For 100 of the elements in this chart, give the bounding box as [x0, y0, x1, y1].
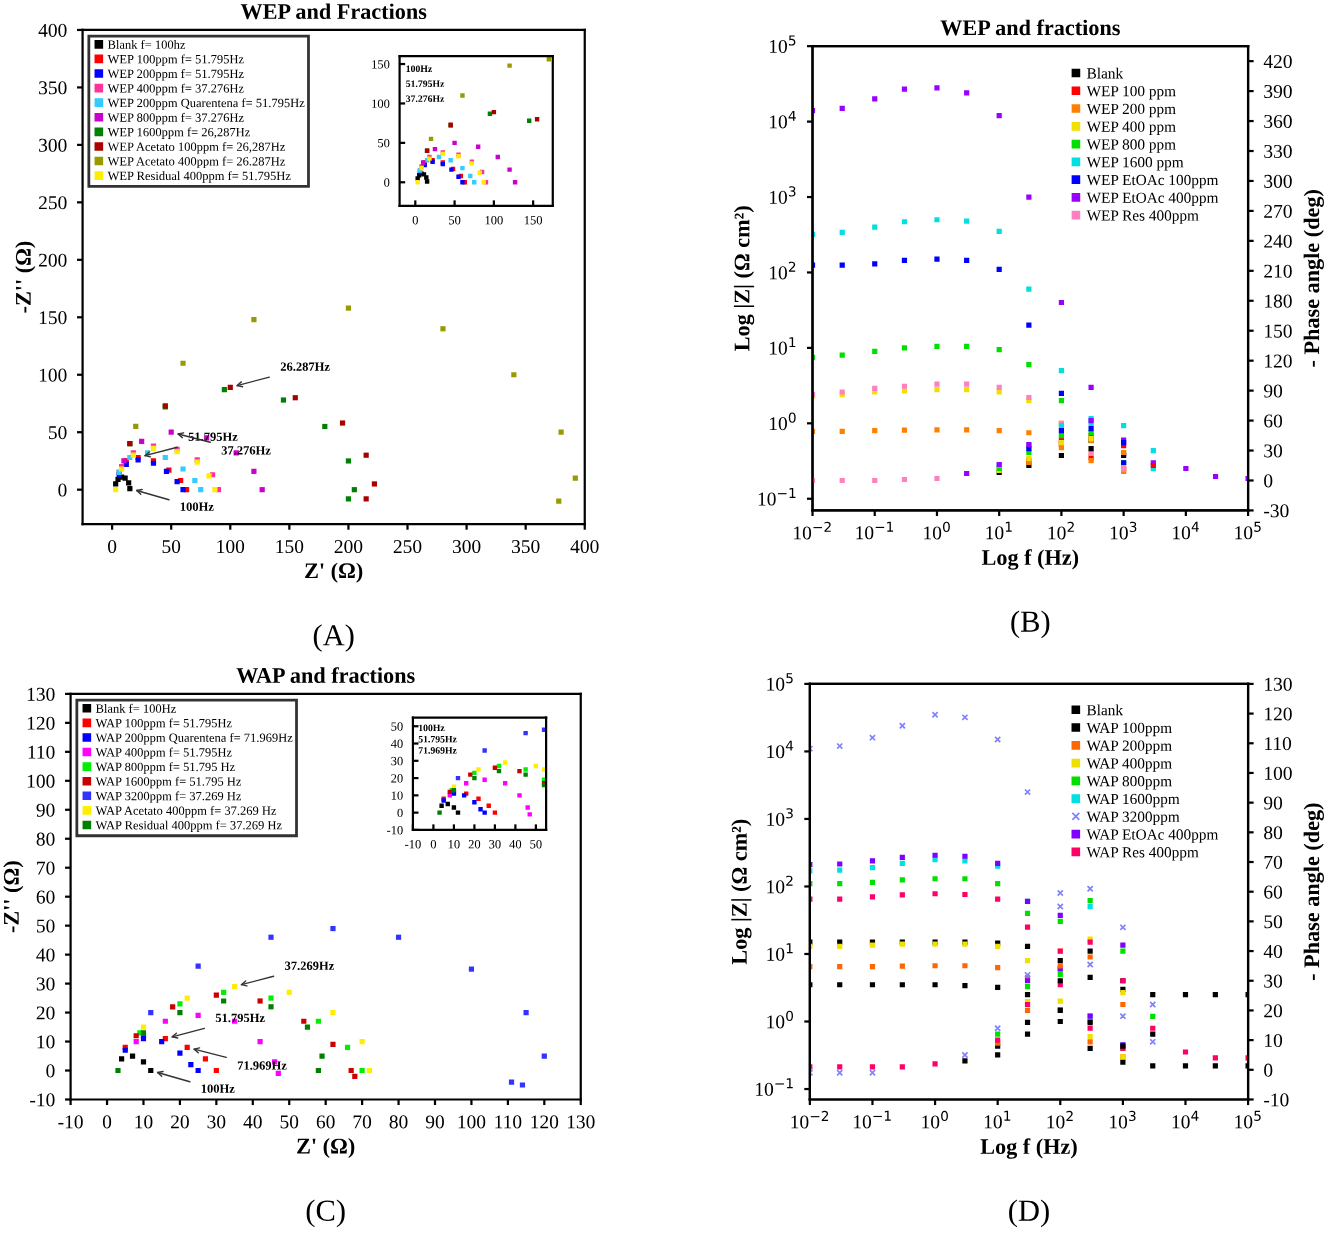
y-tick-label: 10 [37, 1035, 55, 1049]
y-tick-label: 10$^{4}$ [767, 740, 794, 759]
y2-tick-label: -10 [1264, 1093, 1289, 1107]
text: (B) [1011, 610, 1050, 639]
y-axis-title: Log |Z| (Ω cm²) [733, 206, 755, 351]
y-tick-label: 250 [38, 196, 67, 210]
x-axis-title: Log f (Hz) [981, 549, 1079, 570]
y-tick-label: 10$^{5}$ [769, 35, 796, 54]
y-tick-label: 10$^{−1}$ [758, 488, 796, 506]
text: (D) [1009, 1199, 1049, 1228]
x-tick-label: 10$^{1}$ [984, 1110, 1011, 1129]
x-tick-label: 50 [162, 540, 181, 554]
x-axis-title: Log f (Hz) [980, 1138, 1077, 1159]
y2-tick-label: 330 [1264, 144, 1292, 158]
y-axis-title: -Z'' (Ω) [15, 241, 36, 313]
x-tick-label: 60 [316, 1115, 335, 1129]
y-tick-label: 10$^{3}$ [769, 186, 796, 204]
y-tick-label: 10$^{4}$ [769, 110, 796, 129]
y-tick-label: 10$^{2}$ [769, 261, 796, 280]
y-tick-label: 200 [38, 253, 67, 267]
x-tick-label: 150 [276, 540, 304, 554]
x-tick-label: 50 [280, 1115, 299, 1129]
y2-tick-label: 20 [1264, 1004, 1283, 1018]
y2-tick-label: 100 [1265, 766, 1292, 780]
y-tick-label: 120 [27, 716, 55, 730]
y2-axis-title: - Phase angle (deg) [1303, 803, 1324, 981]
x-tick-label: -10 [58, 1115, 83, 1129]
y2-tick-label: 60 [1264, 885, 1283, 899]
y-tick-label: 0 [58, 483, 67, 497]
x-tick-label: 100 [458, 1115, 486, 1129]
x-tick-label: 10$^{3}$ [1110, 1110, 1136, 1129]
x-tick-label: 400 [570, 540, 599, 554]
x-tick-label: 40 [243, 1115, 262, 1129]
x-tick-label: 10$^{−1}$ [856, 521, 894, 540]
y-tick-label: 50 [37, 919, 55, 933]
x-tick-label: 10$^{2}$ [1048, 521, 1074, 540]
y2-tick-label: 130 [1265, 677, 1292, 691]
x-tick-label: 10$^{0}$ [924, 521, 950, 540]
y2-tick-label: 420 [1263, 54, 1292, 69]
y2-tick-label: 270 [1264, 204, 1292, 218]
y-tick-label: -10 [30, 1093, 55, 1107]
y2-tick-label: 50 [1264, 915, 1283, 929]
x-tick-label: 10$^{5}$ [1235, 1110, 1261, 1129]
chart-title: WAP and fractions [236, 667, 415, 684]
y-tick-label: 150 [39, 311, 67, 325]
x-tick-label: 350 [512, 540, 540, 554]
y-tick-label: 300 [39, 138, 67, 152]
x-tick-label: 10$^{3}$ [1110, 521, 1137, 540]
x-tick-label: 20 [171, 1115, 189, 1129]
y2-tick-label: 90 [1263, 796, 1283, 810]
x-tick-label: 70 [353, 1115, 372, 1129]
x-tick-label: 10$^{2}$ [1047, 1110, 1073, 1129]
text: (C) [306, 1199, 345, 1228]
y-tick-label: 50 [48, 426, 67, 440]
y-tick-label: 10$^{0}$ [769, 412, 796, 431]
y-axis-title: -Z'' (Ω) [3, 861, 24, 933]
y2-tick-label: 120 [1265, 707, 1292, 721]
y-tick-label: 350 [39, 81, 67, 95]
x-tick-label: 10$^{4}$ [1173, 521, 1199, 540]
y2-tick-label: 180 [1265, 294, 1292, 308]
x-tick-label: 10$^{0}$ [922, 1110, 948, 1129]
y2-tick-label: 30 [1264, 974, 1283, 988]
x-axis-title: Z' (Ω) [305, 562, 363, 583]
y-tick-label: 10$^{2}$ [767, 875, 793, 894]
y-tick-label: 10$^{5}$ [767, 673, 793, 691]
y-tick-label: 10$^{1}$ [769, 337, 796, 355]
y2-tick-label: 80 [1264, 826, 1283, 840]
y2-tick-label: 30 [1264, 444, 1283, 458]
x-tick-label: 10$^{−1}$ [854, 1110, 891, 1129]
y2-tick-label: 90 [1263, 384, 1283, 398]
y-tick-label: 400 [38, 23, 67, 37]
x-tick-label: 10 [135, 1115, 153, 1129]
y2-tick-label: 60 [1264, 414, 1283, 428]
y2-tick-label: 110 [1265, 737, 1292, 751]
x-tick-label: 120 [531, 1115, 559, 1129]
y-tick-label: 100 [27, 774, 55, 788]
y-tick-label: 90 [36, 803, 55, 817]
x-tick-label: 10$^{−2}$ [791, 1110, 829, 1129]
x-tick-label: 100 [217, 540, 245, 554]
y-tick-label: 10$^{−1}$ [756, 1078, 793, 1096]
text: (A) [313, 624, 354, 652]
y2-tick-label: 300 [1264, 174, 1292, 188]
y2-tick-label: 360 [1264, 114, 1292, 128]
y2-tick-label: 120 [1265, 354, 1292, 368]
x-tick-label: 110 [495, 1115, 522, 1129]
x-tick-label: 0 [102, 1115, 112, 1129]
x-tick-label: 300 [452, 540, 481, 554]
y-tick-label: 10$^{1}$ [767, 943, 793, 961]
y2-tick-label: 0 [1264, 1063, 1273, 1077]
y2-tick-label: 210 [1264, 264, 1292, 278]
chart-title: WEP and Fractions [240, 3, 427, 20]
x-tick-label: 30 [207, 1115, 226, 1129]
y-tick-label: 130 [27, 687, 55, 701]
x-tick-label: 200 [334, 540, 363, 554]
x-tick-label: 10$^{4}$ [1172, 1110, 1199, 1129]
y2-tick-label: 70 [1264, 855, 1283, 869]
y2-tick-label: 240 [1264, 234, 1292, 248]
y-tick-label: 20 [36, 1006, 55, 1020]
y-tick-label: 10$^{3}$ [767, 808, 793, 826]
y-tick-label: 70 [37, 861, 55, 875]
